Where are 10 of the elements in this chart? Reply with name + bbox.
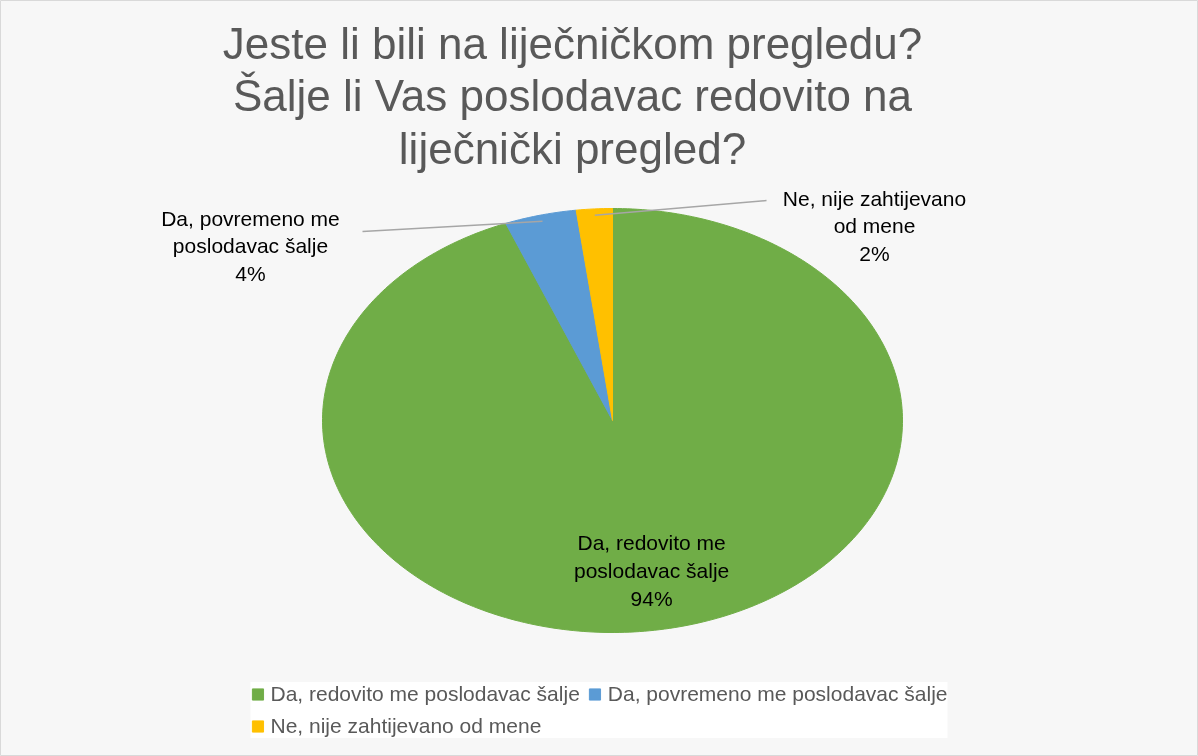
slice-label: Da, povremeno me poslodavac šalje [161, 206, 340, 258]
slice-label: Da, redovito me poslodavac šalje [573, 531, 730, 582]
legend-label: Ne, nije zahtijevano od mene [270, 714, 542, 738]
data-label: 4% [235, 261, 266, 285]
data-label: 2% [859, 241, 890, 265]
legend-label: Da, redovito me poslodavac šalje [270, 682, 580, 706]
slice-label: Ne, nije zahtijevano od mene [782, 186, 967, 238]
chart-title: Jeste li bili na liječničkom pregledu? Šalje li Vas poslodavac redovito na liječnički pregled? [222, 18, 923, 174]
data-label: 94% [630, 586, 673, 610]
legend-label: Da, povremeno me poslodavac šalje [607, 682, 948, 706]
